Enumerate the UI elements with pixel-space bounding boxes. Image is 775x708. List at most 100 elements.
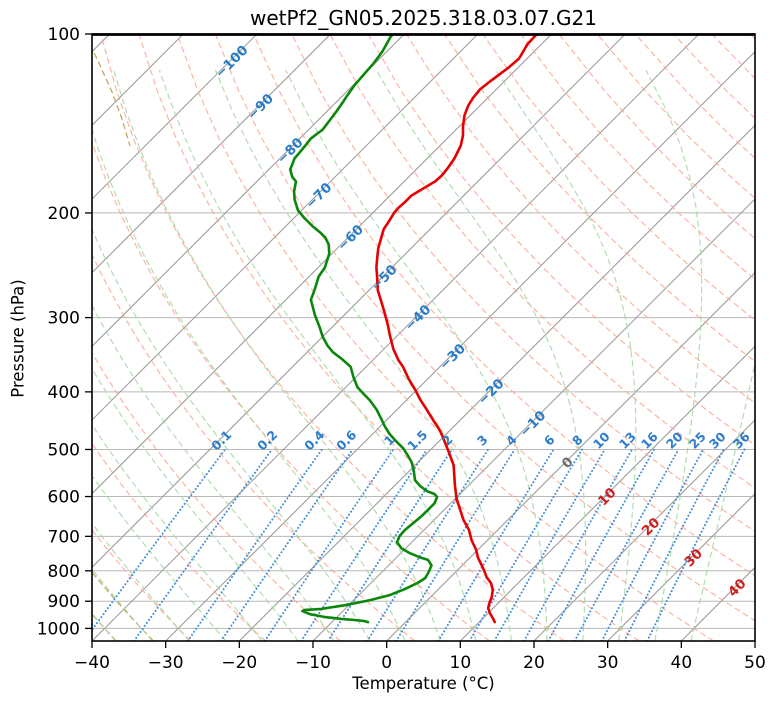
y-tick-label: 800 [48, 562, 80, 582]
dry-adiabat-line [443, 34, 755, 363]
dewpoint-curve [288, 34, 439, 624]
x-tick-label: 10 [450, 653, 472, 673]
moist-adiabat-line [92, 127, 406, 641]
moist-adiabat-line [495, 69, 637, 641]
dry-adiabat-line [749, 34, 755, 40]
y-tick-label: 600 [48, 488, 80, 508]
y-tick-label: 900 [48, 592, 80, 612]
dry-adiabat-line [92, 351, 341, 641]
mixing-ratio-line [623, 448, 725, 641]
isotherm-line [533, 419, 755, 641]
moist-adiabat-line [214, 69, 512, 641]
isotherm-line [92, 34, 332, 274]
dry-adiabat-line [92, 140, 490, 641]
isotherm-line [92, 34, 258, 200]
temperature-curve [375, 34, 539, 624]
mixing-ratio-label: 36 [730, 429, 753, 452]
y-tick-label: 300 [48, 309, 80, 329]
isotherm-line [386, 271, 755, 641]
chart-title: wetPf2_GN05.2025.318.03.07.G21 [250, 6, 597, 30]
mixing-ratio-line [220, 448, 354, 641]
moist-adiabat-line [92, 423, 263, 641]
isotherm-line [459, 345, 755, 641]
mixing-ratio-line [523, 448, 634, 641]
mixing-ratio-label: 8 [569, 432, 586, 449]
mixing-ratio-line [366, 448, 490, 641]
moist-adiabat-line [690, 360, 755, 641]
x-tick-label: 50 [744, 653, 766, 673]
x-tick-label: −20 [221, 653, 257, 673]
isotherm-line [607, 492, 755, 641]
mixing-ratio-line [493, 448, 606, 641]
moist-adiabat-line [113, 69, 442, 641]
mixing-ratio-line [437, 448, 555, 641]
mixing-ratio-line [395, 448, 516, 641]
mixing-ratio-label: 30 [706, 429, 729, 452]
y-tick-label: 700 [48, 527, 80, 547]
moist-adiabat-line [645, 69, 703, 641]
mixing-ratio-lines [92, 448, 746, 641]
dry-adiabat-line [176, 34, 715, 641]
moist-adiabat-line [92, 612, 116, 641]
moist-adiabat-line [92, 304, 335, 641]
dry-adiabat-line [634, 34, 755, 159]
x-tick-label: −10 [295, 653, 331, 673]
mixing-ratio-label: 2 [439, 432, 456, 449]
isotherm-label: −90 [244, 91, 277, 124]
dry-adiabat-line [673, 34, 755, 119]
dry-adiabat-line [367, 34, 755, 446]
tan-decor-line [92, 46, 131, 147]
dry-adiabat-line [558, 34, 755, 240]
mixing-ratio-line [547, 448, 656, 641]
mixing-ratio-line [573, 448, 680, 641]
pressure-gridlines [92, 34, 755, 629]
isotherm-label: −30 [436, 341, 469, 374]
moist-adiabat-line [375, 69, 587, 641]
mixing-ratio-line [263, 448, 395, 641]
y-tick-label: 200 [48, 204, 80, 224]
isotherm-line [92, 34, 553, 495]
moist-adiabat-line [285, 69, 548, 641]
plot-area [92, 34, 755, 641]
moist-adiabat-line [92, 227, 371, 641]
isotherm-line [92, 34, 479, 421]
dry-adiabat-line [92, 442, 266, 641]
dry-adiabats [92, 34, 755, 641]
x-tick-label: −30 [148, 653, 184, 673]
x-axis-label: Temperature (°C) [352, 674, 495, 693]
isotherm-label: 20 [639, 515, 664, 540]
isotherm-label: 0 [559, 454, 577, 472]
mixing-ratio-line [133, 448, 273, 641]
dry-adiabat-line [291, 34, 755, 533]
moist-adiabat-line [92, 522, 190, 641]
dry-adiabat-line [329, 34, 755, 489]
isotherm-line [312, 198, 755, 641]
isotherm-line [754, 640, 755, 641]
x-tick-label: −40 [74, 653, 110, 673]
isotherm-label: −50 [368, 262, 401, 295]
x-tick-label: 0 [381, 653, 392, 673]
mixing-ratio-label: 3 [474, 432, 491, 449]
mixing-ratio-label: 16 [638, 429, 661, 452]
isotherm-line [165, 50, 755, 641]
x-tick-label: 20 [523, 653, 545, 673]
mixing-ratio-line [600, 448, 705, 641]
isotherm-label: −70 [303, 180, 336, 213]
y-tick-label: 1000 [37, 619, 80, 639]
mixing-ratio-label: 1 [381, 432, 398, 449]
isotherm-label: −60 [334, 222, 367, 255]
mixing-ratio-line [327, 448, 453, 641]
isotherm-label: 40 [725, 576, 750, 601]
axis-ticks: −40 −30 −20 −10 0 10 20 30 40 5010020030040050060… [37, 25, 766, 673]
dry-adiabat-line [92, 528, 192, 641]
dry-adiabat-line [711, 34, 755, 80]
dry-adiabat-line [214, 34, 755, 622]
x-tick-label: 40 [671, 653, 693, 673]
y-tick-label: 500 [48, 440, 80, 460]
isotherm-line [92, 34, 405, 348]
isotherm-label: 10 [595, 485, 620, 510]
mixing-ratio-label: 10 [590, 429, 613, 452]
